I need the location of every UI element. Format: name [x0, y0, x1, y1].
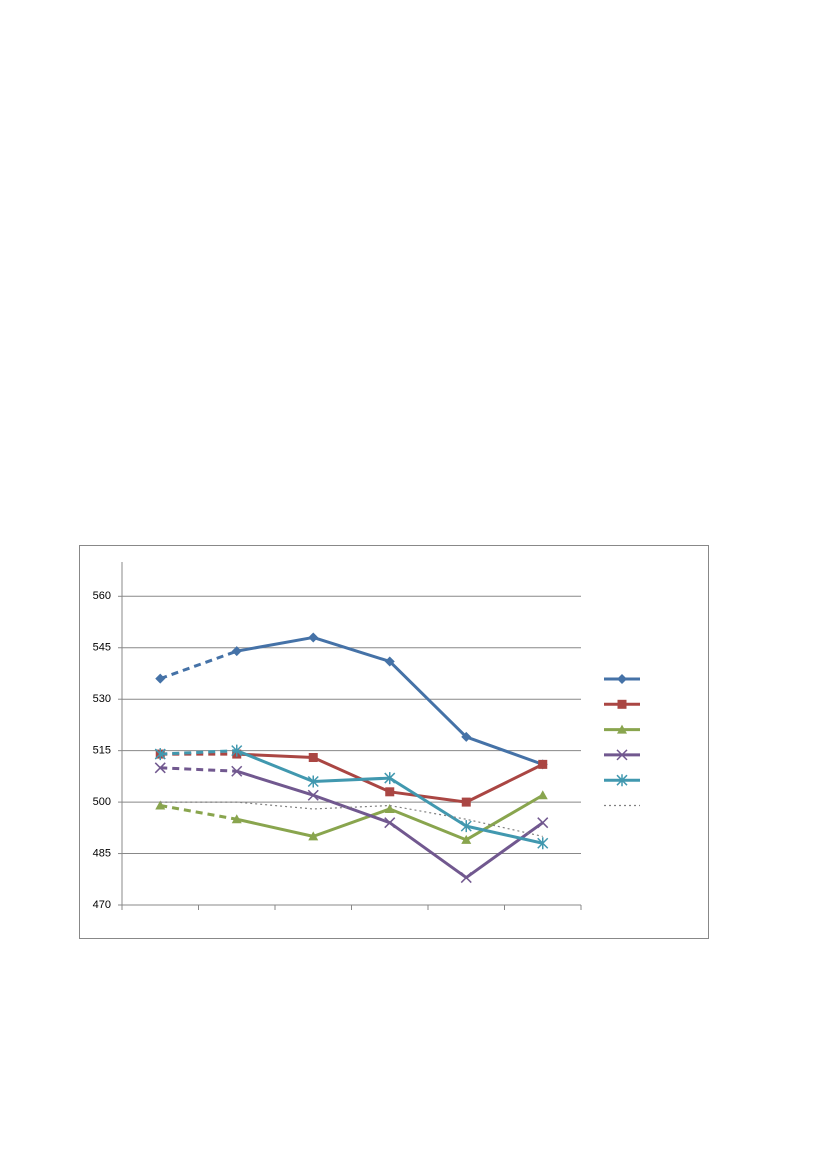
legend-marker — [617, 724, 627, 734]
line-dashed — [159, 649, 238, 681]
chart-frame — [79, 545, 709, 939]
y-tick-label: 485 — [93, 847, 111, 859]
marker — [384, 656, 395, 667]
y-tick-label: 500 — [93, 796, 111, 808]
y-tick-label: 515 — [93, 745, 111, 757]
line-dashed — [160, 749, 237, 756]
marker — [460, 872, 472, 884]
y-tick-label: 560 — [93, 590, 111, 602]
marker — [460, 820, 472, 833]
marker — [231, 744, 243, 757]
marker — [308, 753, 318, 763]
marker — [537, 817, 549, 829]
line — [160, 801, 543, 837]
marker — [538, 759, 548, 769]
marker — [231, 646, 242, 657]
legend-marker — [616, 774, 628, 787]
marker — [307, 789, 319, 801]
marker — [385, 787, 395, 797]
marker — [231, 814, 242, 824]
y-tick-label: 470 — [93, 899, 111, 911]
marker — [384, 772, 396, 785]
line-dashed — [159, 804, 238, 821]
marker — [155, 673, 166, 684]
legend-marker — [617, 674, 627, 684]
marker — [461, 731, 472, 742]
legend-marker — [617, 699, 627, 709]
marker — [155, 800, 166, 810]
marker — [384, 817, 396, 829]
marker — [537, 790, 548, 800]
marker — [461, 797, 471, 807]
marker — [461, 834, 472, 844]
line-dashed — [160, 766, 237, 773]
marker — [308, 632, 319, 643]
marker — [154, 762, 166, 774]
marker — [308, 831, 319, 841]
marker — [537, 837, 549, 850]
y-tick-label: 545 — [93, 642, 111, 654]
marker — [154, 748, 166, 761]
marker — [307, 775, 319, 788]
legend-marker — [616, 749, 628, 761]
marker — [231, 765, 243, 777]
marker — [384, 803, 395, 813]
y-tick-label: 530 — [93, 693, 111, 705]
